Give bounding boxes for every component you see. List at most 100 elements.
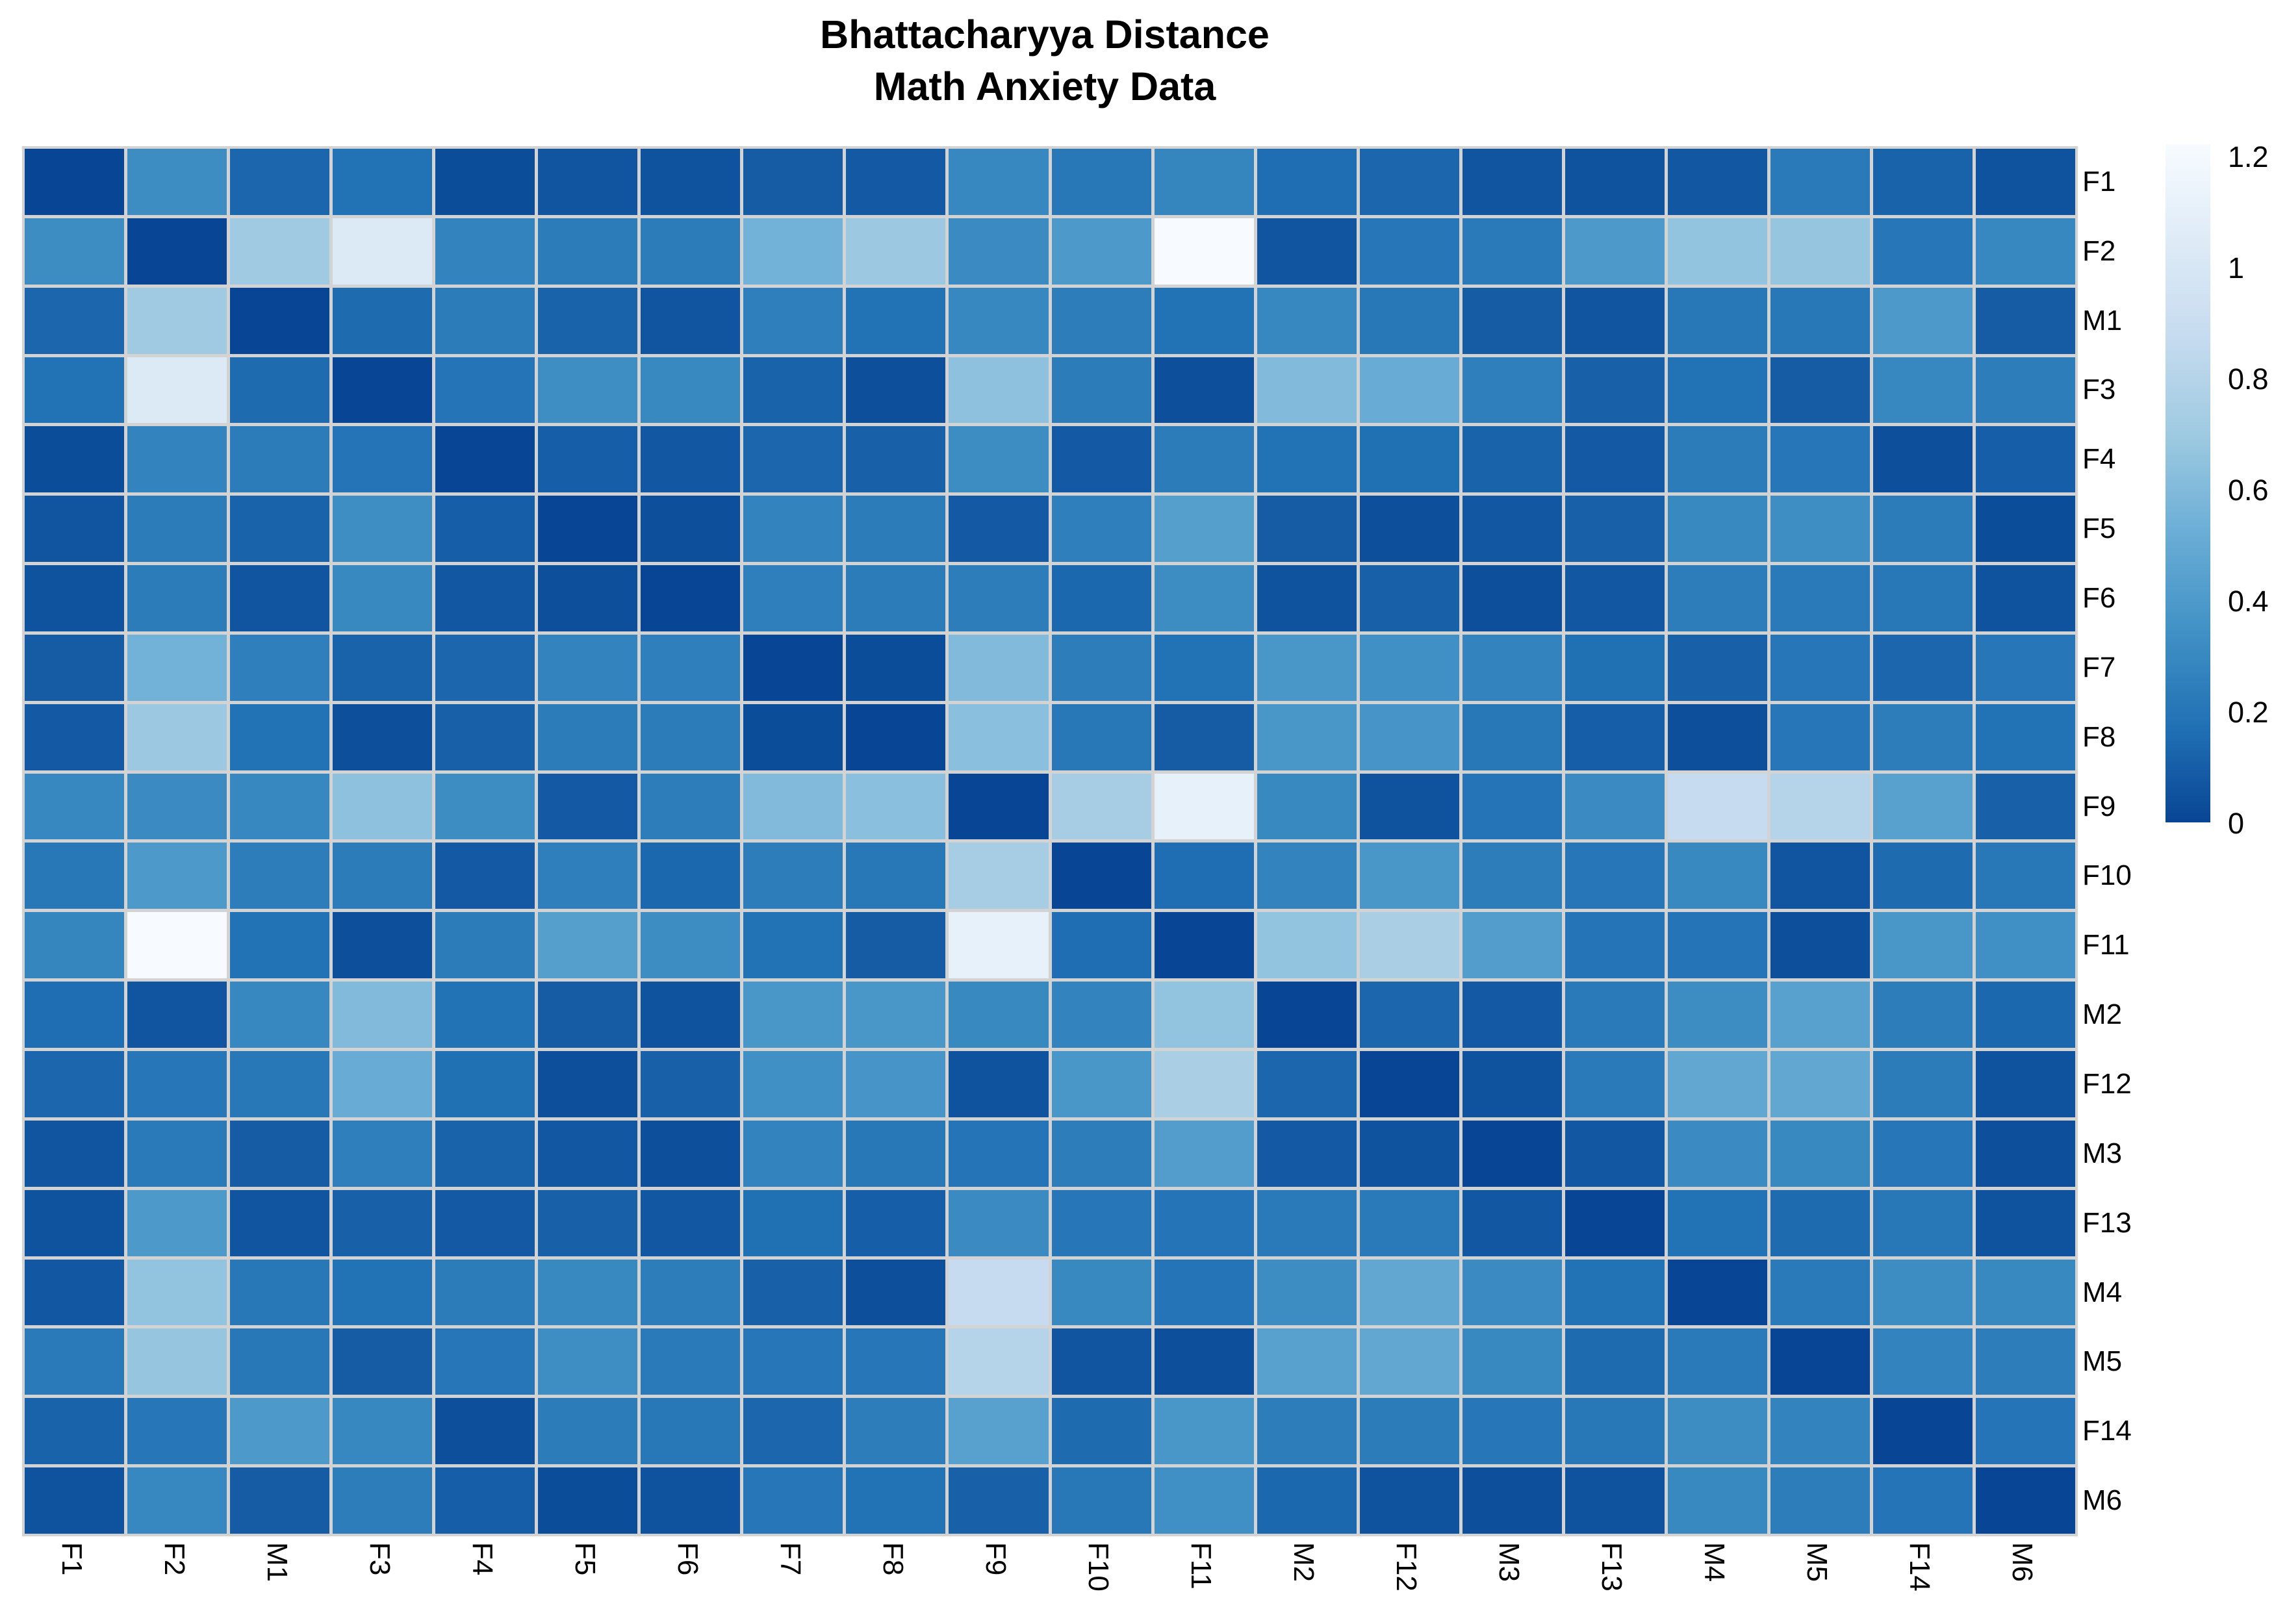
heatmap-cell (743, 634, 843, 701)
heatmap-cell (846, 912, 946, 979)
heatmap-cell (538, 1259, 638, 1326)
heatmap-cell (127, 704, 227, 770)
heatmap-cell (1257, 218, 1357, 285)
row-label: F5 (2082, 513, 2116, 545)
column-label: F11 (1185, 1542, 1218, 1590)
heatmap-cell (1154, 1051, 1254, 1117)
heatmap-cell (333, 287, 433, 354)
heatmap-cell (1154, 1328, 1254, 1395)
heatmap-cell (1667, 1051, 1767, 1117)
heatmap-cell (1975, 1259, 2075, 1326)
heatmap-cell (1565, 426, 1665, 493)
heatmap-cell (435, 1259, 535, 1326)
heatmap-cell (1359, 426, 1459, 493)
heatmap-cell (1257, 1398, 1357, 1465)
heatmap-cell (1154, 1120, 1254, 1187)
heatmap-cell (1359, 1120, 1459, 1187)
heatmap-cell (949, 634, 1049, 701)
column-label: F3 (363, 1542, 396, 1576)
heatmap-cell (1770, 773, 1870, 840)
heatmap-cell (1462, 982, 1562, 1048)
heatmap-cell (743, 704, 843, 770)
row-label: F8 (2082, 720, 2116, 753)
heatmap-cell (538, 982, 638, 1048)
heatmap-cell (1462, 1467, 1562, 1534)
heatmap-cell (1975, 1120, 2075, 1187)
heatmap-cell (743, 843, 843, 909)
heatmap-cell (1667, 287, 1767, 354)
heatmap-cell (743, 1328, 843, 1395)
heatmap-cell (949, 426, 1049, 493)
heatmap-cell (1667, 565, 1767, 631)
heatmap-cell (230, 1259, 330, 1326)
heatmap-cell (230, 1328, 330, 1395)
heatmap-cell (1770, 1328, 1870, 1395)
heatmap-cell (1462, 912, 1562, 979)
heatmap-cell (641, 773, 741, 840)
heatmap-cell (1770, 287, 1870, 354)
heatmap-cell (743, 287, 843, 354)
heatmap-cell (1154, 704, 1254, 770)
heatmap-cell (743, 982, 843, 1048)
heatmap-cell (1359, 1467, 1459, 1534)
heatmap-cell (1359, 1189, 1459, 1256)
heatmap-cell (1770, 1259, 1870, 1326)
heatmap-cell (1872, 704, 1973, 770)
heatmap-cell (127, 843, 227, 909)
heatmap-cell (641, 426, 741, 493)
heatmap-cell (846, 773, 946, 840)
heatmap-cell (1667, 1120, 1767, 1187)
heatmap-cell (1975, 1398, 2075, 1465)
heatmap-cell (435, 912, 535, 979)
heatmap-cell (1872, 149, 1973, 215)
heatmap-cell (25, 1120, 125, 1187)
heatmap-cell (949, 287, 1049, 354)
heatmap-cell (743, 773, 843, 840)
heatmap-cell (846, 1051, 946, 1117)
column-label: F13 (1596, 1542, 1628, 1592)
heatmap-cell (1565, 1120, 1665, 1187)
column-label: F10 (1082, 1542, 1115, 1592)
heatmap-cell (127, 912, 227, 979)
heatmap-cell (743, 218, 843, 285)
heatmap-cell (1975, 912, 2075, 979)
heatmap-cell (230, 1051, 330, 1117)
heatmap-grid (22, 146, 2078, 1536)
heatmap-cell (1565, 1467, 1665, 1534)
heatmap-cell (435, 496, 535, 563)
heatmap-cell (1154, 843, 1254, 909)
column-label: F6 (671, 1542, 704, 1576)
heatmap-cell (641, 1120, 741, 1187)
heatmap-cell (1051, 1189, 1151, 1256)
heatmap-cell (846, 357, 946, 424)
heatmap-cell (846, 426, 946, 493)
heatmap-cell (1462, 1189, 1562, 1256)
heatmap-cell (230, 1189, 330, 1256)
heatmap-cell (127, 149, 227, 215)
heatmap-cell (1051, 357, 1151, 424)
heatmap-cell (1051, 1328, 1151, 1395)
heatmap-cell (25, 287, 125, 354)
heatmap-cell (1872, 1398, 1973, 1465)
heatmap-cell (641, 218, 741, 285)
heatmap-cell (1770, 982, 1870, 1048)
heatmap-cell (230, 843, 330, 909)
heatmap-cell (538, 1398, 638, 1465)
heatmap-cell (1770, 912, 1870, 979)
column-label: F5 (568, 1542, 601, 1576)
heatmap-cell (1565, 149, 1665, 215)
heatmap-cell (1051, 1051, 1151, 1117)
heatmap-cell (435, 982, 535, 1048)
heatmap-cell (949, 1120, 1049, 1187)
heatmap-cell (949, 1051, 1049, 1117)
heatmap-cell (25, 1051, 125, 1117)
chart-title-line2: Math Anxiety Data (873, 64, 1216, 108)
heatmap-cell (1770, 1189, 1870, 1256)
heatmap-cell (1975, 704, 2075, 770)
row-label: F6 (2082, 582, 2116, 615)
heatmap-cell (1051, 565, 1151, 631)
row-label: F12 (2082, 1067, 2132, 1100)
heatmap-cell (1257, 843, 1357, 909)
heatmap-cell (1565, 1398, 1665, 1465)
heatmap-cell (1051, 426, 1151, 493)
